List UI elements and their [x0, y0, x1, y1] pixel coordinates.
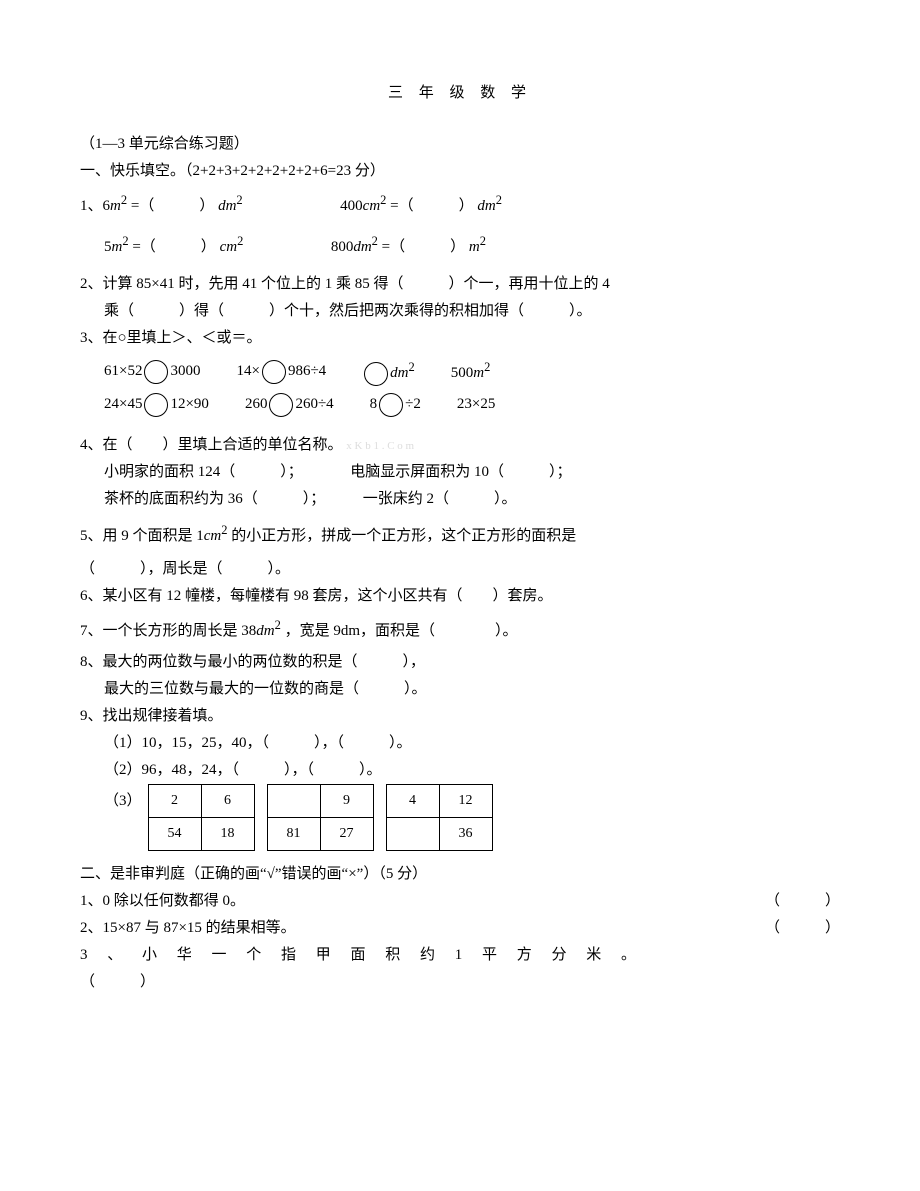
q5b: 的小正方形，拼成一个正方形，这个正方形的面积是 [231, 528, 576, 544]
q1-b2: =（ ） [390, 198, 473, 214]
cell: 2 [148, 785, 201, 818]
judge-3-paren: （ ） [80, 969, 840, 996]
cell: 4 [386, 785, 439, 818]
q4c: 茶杯的底面积约为 36（ ）； [104, 491, 325, 507]
q9-head: 9、找出规律接着填。 [80, 703, 840, 730]
unit-dm5: dm [256, 623, 274, 639]
cell [386, 818, 439, 851]
unit-dm: dm [218, 198, 236, 214]
q3-r2c1a: 24×45 [104, 396, 142, 412]
subtitle: （1—3 单元综合练习题） [80, 131, 840, 158]
q7a: 7、一个长方形的周长是 38 [80, 623, 256, 639]
q3-head: 3、在○里填上＞、＜或＝。 [80, 325, 840, 352]
q1-c1: 5 [104, 239, 112, 255]
q2-line1: 2、计算 85×41 时，先用 41 个位上的 1 乘 85 得（ ）个一，再用… [80, 271, 840, 298]
q9-1: （1）10，15，25，40，（ ），（ ）。 [80, 730, 840, 757]
q8a: 8、最大的两位数与最小的两位数的积是（ ）， [80, 649, 840, 676]
q8b: 最大的三位数与最大的一位数的商是（ ）。 [80, 676, 840, 703]
j1-paren: （ ） [765, 888, 840, 915]
q1-d2: =（ ） [382, 239, 465, 255]
unit-m: m [110, 198, 121, 214]
q4a: 小明家的面积 124（ ）； [104, 464, 303, 480]
q2-line2: 乘（ ）得（ ）个十，然后把两次乘得的积相加得（ ）。 [80, 298, 840, 325]
q4-line2: 茶杯的底面积约为 36（ ）； 一张床约 2（ ）。 [80, 486, 840, 513]
q4-line1: 小明家的面积 124（ ）； 电脑显示屏面积为 10（ ）； [80, 459, 840, 486]
j2-text: 2、15×87 与 87×15 的结果相等。 [80, 915, 296, 942]
q3-r1c1a: 61×52 [104, 363, 142, 379]
circle-icon [269, 393, 293, 417]
q3-row1: 61×523000 14×986÷4 dm2 500m2 [104, 356, 840, 387]
unit-cm3: cm [204, 528, 222, 544]
judge-1: 1、0 除以任何数都得 0。 （ ） [80, 888, 840, 915]
q7: 7、一个长方形的周长是 38dm2 ，宽是 9dm，面积是（ ）。 [80, 614, 840, 645]
q1-c2: =（ ） [132, 239, 215, 255]
q3-r1c2a: 14× [236, 363, 259, 379]
q3-r1c1b: 3000 [170, 363, 200, 379]
q3-r1c2b: 986÷4 [288, 363, 326, 379]
unit-cm2: cm [220, 239, 238, 255]
unit-dm4: dm [390, 365, 408, 381]
j1-text: 1、0 除以任何数都得 0。 [80, 888, 245, 915]
q7b: ，宽是 9dm，面积是（ ）。 [285, 623, 518, 639]
q9-3-row: （3） 26 5418 9 8127 412 36 [80, 784, 840, 851]
unit-dm2: dm [477, 198, 495, 214]
q1-line1: 1、6m2 =（ ） dm2 400cm2 =（ ） dm2 [80, 189, 840, 220]
circle-icon [262, 360, 286, 384]
cell: 18 [201, 818, 254, 851]
cell: 54 [148, 818, 201, 851]
q1-d1: 800 [331, 239, 354, 255]
cell: 36 [439, 818, 492, 851]
unit-m4: m [473, 365, 484, 381]
circle-icon [144, 393, 168, 417]
section1-header: 一、快乐填空。（2+2+3+2+2+2+2+2+6=23 分） [80, 158, 840, 185]
cell [267, 785, 320, 818]
q1-line2: 5m2 =（ ） cm2 800dm2 =（ ） m2 [104, 230, 840, 261]
circle-icon [364, 362, 388, 386]
j2-paren: （ ） [765, 915, 840, 942]
q1-a1: 1、6 [80, 198, 110, 214]
watermark-text: x K b 1 . C o m [346, 440, 414, 452]
cell: 6 [201, 785, 254, 818]
q3-r2c2a: 260 [245, 396, 268, 412]
q3-r2c3b: ÷2 [405, 396, 421, 412]
q5a: 5、用 9 个面积是 1 [80, 528, 204, 544]
q5-line1: 5、用 9 个面积是 1cm2 的小正方形，拼成一个正方形，这个正方形的面积是 [80, 519, 840, 550]
q3-r2c4: 23×25 [457, 396, 495, 412]
cell: 9 [320, 785, 373, 818]
q3-r2c1b: 12×90 [170, 396, 208, 412]
q4b: 电脑显示屏面积为 10（ ）； [350, 464, 571, 480]
q4-head-row: 4、在（ ）里填上合适的单位名称。 x K b 1 . C o m [80, 432, 840, 459]
judge-2: 2、15×87 与 87×15 的结果相等。 （ ） [80, 915, 840, 942]
circle-icon [379, 393, 403, 417]
q3-row2: 24×45 12×90 260 260÷4 8 ÷2 23×25 [104, 391, 840, 418]
q4d: 一张床约 2（ ）。 [363, 491, 517, 507]
q6: 6、某小区有 12 幢楼，每幢楼有 98 套房，这个小区共有（ ）套房。 [80, 583, 840, 610]
j3-text: 3 、 小 华 一 个 指 甲 面 积 约 1 平 方 分 米 。 [80, 942, 644, 969]
cell: 81 [267, 818, 320, 851]
unit-dm3: dm [353, 239, 371, 255]
q4-head: 4、在（ ）里填上合适的单位名称。 [80, 437, 343, 453]
circle-icon [144, 360, 168, 384]
cell: 12 [439, 785, 492, 818]
q9-2: （2）96，48，24，（ ），（ ）。 [80, 757, 840, 784]
page-title: 三 年 级 数 学 [80, 80, 840, 107]
unit-m2: m [112, 239, 123, 255]
q5-line2: （ ），周长是（ ）。 [80, 556, 840, 583]
grid-1: 26 5418 [148, 784, 255, 851]
grid-3: 412 36 [386, 784, 493, 851]
unit-cm: cm [363, 198, 381, 214]
q3-r2c3a: 8 [370, 396, 378, 412]
q1-a2: =（ ） [131, 198, 214, 214]
cell: 27 [320, 818, 373, 851]
judge-3: 3 、 小 华 一 个 指 甲 面 积 约 1 平 方 分 米 。 [80, 942, 840, 969]
q9-3-label: （3） [104, 784, 142, 818]
grid-2: 9 8127 [267, 784, 374, 851]
section2-header: 二、是非审判庭（正确的画“√”错误的画“×”）（5 分） [80, 861, 840, 888]
q3-r1c4: 500 [451, 365, 474, 381]
unit-m3: m [469, 239, 480, 255]
q3-r2c2b: 260÷4 [295, 396, 333, 412]
q1-b1: 400 [340, 198, 363, 214]
